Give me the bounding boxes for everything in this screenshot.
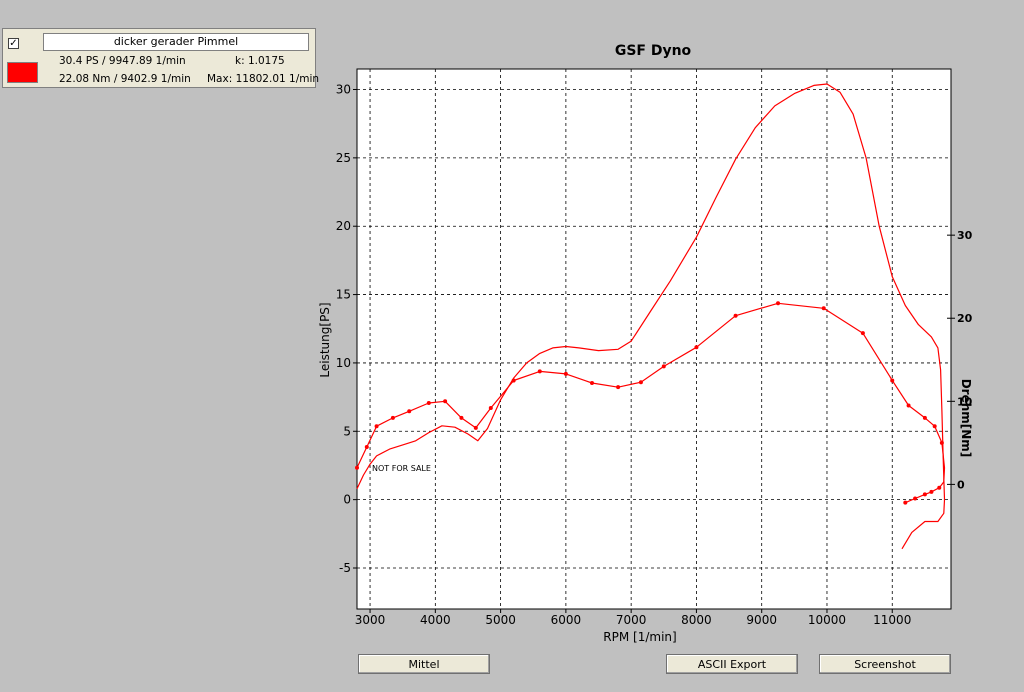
data-point	[374, 424, 379, 429]
plot-area	[356, 68, 952, 610]
data-point	[426, 400, 431, 405]
y2-tick-label: 0	[957, 478, 965, 491]
k-value: k: 1.0175	[235, 55, 285, 67]
data-point	[776, 301, 781, 306]
x-tick-label: 9000	[746, 613, 777, 627]
data-point	[355, 465, 359, 470]
data-point	[443, 399, 448, 404]
data-point	[929, 489, 934, 494]
y-axis-label: Leistung[PS]	[318, 302, 332, 377]
data-point	[488, 405, 493, 410]
x-tick-label: 5000	[485, 613, 516, 627]
y2-tick-label: 10	[957, 395, 973, 408]
y-tick-label: 10	[336, 356, 351, 370]
watermark-text: NOT FOR SALE	[372, 464, 431, 473]
mittel-button[interactable]: Mittel	[358, 654, 490, 674]
data-point	[390, 415, 395, 420]
y-tick-label: 0	[343, 493, 351, 507]
x-tick-label: 4000	[420, 613, 451, 627]
data-point	[821, 306, 826, 311]
y-tick-label: -5	[339, 561, 351, 575]
run-visible-checkbox[interactable]: ✓	[8, 38, 19, 49]
y-tick-label: 20	[336, 219, 351, 233]
ascii-export-button[interactable]: ASCII Export	[666, 654, 798, 674]
y-tick-label: 15	[336, 288, 351, 302]
x-axis-label: RPM [1/min]	[603, 630, 676, 644]
data-point	[537, 369, 542, 374]
grid-lines	[357, 69, 951, 609]
run-name-field[interactable]: dicker gerader Pimmel	[43, 33, 309, 51]
torque-summary: 22.08 Nm / 9402.9 1/min	[59, 73, 191, 85]
series-line-drehmoment	[356, 302, 946, 504]
run-legend-panel: ✓ dicker gerader Pimmel 30.4 PS / 9947.8…	[2, 28, 320, 88]
x-tick-label: 10000	[808, 613, 846, 627]
data-point	[473, 425, 478, 430]
power-summary: 30.4 PS / 9947.89 1/min	[59, 55, 186, 67]
y-tick-label: 25	[336, 151, 351, 165]
x-tick-label: 6000	[551, 613, 582, 627]
data-point	[638, 380, 643, 385]
data-point	[459, 415, 464, 420]
x-tick-label: 3000	[355, 613, 386, 627]
x-tick-label: 11000	[873, 613, 911, 627]
curves	[355, 83, 946, 550]
data-point	[589, 381, 594, 386]
x-axis-ticks: 3000 4000 5000 6000 7000 8000 9000 10000 11000	[355, 609, 911, 627]
data-point	[932, 424, 937, 429]
y2-tick-label: 20	[957, 312, 973, 325]
y2-tick-label: 30	[957, 229, 973, 242]
data-point	[661, 364, 666, 369]
data-point	[922, 415, 927, 420]
max-rpm: Max: 11802.01 1/min	[207, 73, 320, 85]
x-tick-label: 7000	[616, 613, 647, 627]
data-point	[364, 445, 369, 449]
chart-title: GSF Dyno	[614, 43, 692, 59]
data-point	[407, 409, 412, 414]
y-axis-ticks: -5 0 5 10 15 20 25 30	[336, 83, 357, 575]
data-point	[903, 500, 908, 505]
data-point	[616, 385, 621, 390]
run-color-swatch[interactable]	[7, 62, 38, 83]
data-point	[511, 378, 516, 383]
y-tick-label: 30	[336, 83, 351, 97]
data-point	[922, 492, 927, 497]
y2-axis-label: Drehm[Nm]	[959, 379, 973, 458]
data-point	[937, 485, 942, 490]
data-point	[906, 403, 911, 408]
x-tick-label: 8000	[681, 613, 712, 627]
data-point	[890, 378, 895, 383]
y-tick-label: 5	[343, 424, 351, 438]
y2-axis-ticks: 0 10 20 30	[947, 229, 973, 491]
screenshot-button[interactable]: Screenshot	[819, 654, 951, 674]
data-point	[913, 496, 918, 501]
data-point	[860, 331, 865, 336]
data-point	[733, 313, 738, 318]
data-point	[939, 440, 944, 445]
series-line-leistung	[356, 83, 946, 550]
data-point	[563, 371, 568, 376]
data-point	[694, 345, 699, 350]
